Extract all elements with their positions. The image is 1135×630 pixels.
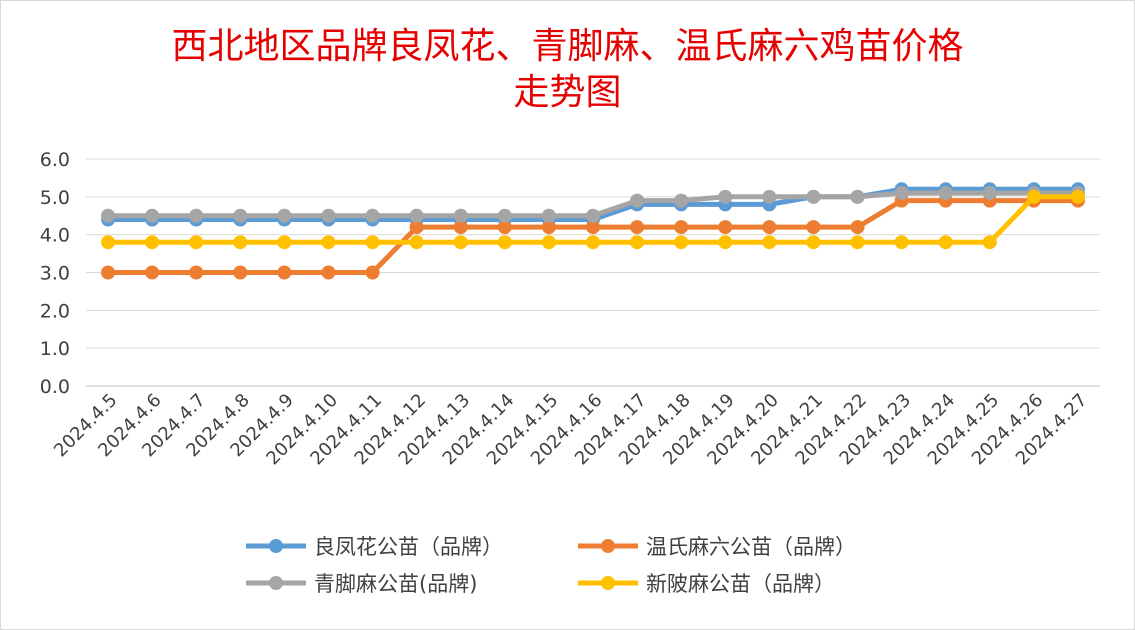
data-point xyxy=(233,265,248,280)
data-point xyxy=(982,235,997,250)
data-point xyxy=(365,208,380,223)
data-point xyxy=(586,208,600,223)
y-tick-label: 0.0 xyxy=(40,376,70,398)
data-point xyxy=(453,208,468,223)
series-4 xyxy=(101,189,1085,250)
data-point xyxy=(409,235,424,250)
data-point xyxy=(806,189,821,204)
data-point xyxy=(145,235,160,250)
data-point xyxy=(321,208,336,223)
y-tick-label: 2.0 xyxy=(40,300,70,322)
data-point xyxy=(718,235,733,250)
legend-item-2: 温氏麻六公苗（品牌） xyxy=(578,535,856,559)
data-point xyxy=(321,265,336,280)
data-point xyxy=(277,265,292,280)
y-axis-ticks: 0.0 1.0 2.0 3.0 4.0 5.0 6.0 xyxy=(40,149,70,398)
data-point xyxy=(762,189,777,204)
legend-label: 温氏麻六公苗（品牌） xyxy=(646,535,856,559)
data-point xyxy=(894,186,909,201)
y-tick-label: 3.0 xyxy=(40,263,70,285)
data-point xyxy=(894,235,909,250)
data-point xyxy=(674,220,689,235)
data-point xyxy=(101,208,116,223)
legend-marker xyxy=(269,539,283,553)
data-point xyxy=(233,235,248,250)
data-point xyxy=(233,208,248,223)
y-tick-label: 5.0 xyxy=(40,187,70,209)
data-point xyxy=(762,220,777,235)
series-2 xyxy=(101,193,1085,280)
chart-title-line-1: 西北地区品牌良凤花、青脚麻、温氏麻六鸡苗价格 xyxy=(171,26,964,67)
data-point xyxy=(541,235,556,250)
data-point xyxy=(1026,189,1041,204)
data-point xyxy=(850,220,865,235)
legend-marker xyxy=(601,539,615,553)
data-point xyxy=(806,235,821,250)
data-point xyxy=(718,189,733,204)
data-point xyxy=(189,265,204,280)
y-tick-label: 6.0 xyxy=(40,149,70,171)
data-point xyxy=(674,235,689,250)
data-point xyxy=(630,235,645,250)
y-tick-label: 4.0 xyxy=(40,225,70,247)
data-point xyxy=(189,208,204,223)
data-point xyxy=(453,220,468,235)
legend-marker xyxy=(269,576,283,590)
data-point xyxy=(321,235,336,250)
x-axis-ticks: 2024.4.52024.4.62024.4.72024.4.82024.4.9… xyxy=(50,390,1091,470)
data-point xyxy=(938,235,953,250)
data-point xyxy=(145,265,160,280)
data-point xyxy=(541,208,556,223)
data-point xyxy=(409,220,424,235)
data-point xyxy=(189,235,204,250)
data-point xyxy=(630,220,645,235)
chart-title: 西北地区品牌良凤花、青脚麻、温氏麻六鸡苗价格 走势图 xyxy=(0,24,1135,116)
series-3 xyxy=(101,186,1085,223)
legend-item-1: 良凤花公苗（品牌） xyxy=(246,535,503,559)
data-point xyxy=(938,186,953,201)
data-point xyxy=(453,235,468,250)
data-point xyxy=(806,220,821,235)
chart-title-line-2: 走势图 xyxy=(513,72,622,113)
data-point xyxy=(762,235,777,250)
data-point xyxy=(497,208,512,223)
data-point xyxy=(630,193,645,208)
data-point xyxy=(586,235,600,250)
data-point xyxy=(718,220,733,235)
data-point xyxy=(101,235,116,250)
data-point xyxy=(145,208,160,223)
data-point xyxy=(850,235,865,250)
data-point xyxy=(1070,189,1085,204)
legend-label: 新陂麻公苗（品牌） xyxy=(646,572,835,596)
data-point xyxy=(586,220,600,235)
y-tick-label: 1.0 xyxy=(40,338,70,360)
series-lines xyxy=(101,182,1085,280)
data-point xyxy=(497,235,512,250)
legend-item-3: 青脚麻公苗(品牌) xyxy=(246,572,477,596)
legend-label: 青脚麻公苗(品牌) xyxy=(314,572,477,596)
data-point xyxy=(409,208,424,223)
legend: 良凤花公苗（品牌） 温氏麻六公苗（品牌） 青脚麻公苗(品牌) 新陂麻公苗（品牌） xyxy=(246,535,856,596)
data-point xyxy=(277,208,292,223)
legend-label: 良凤花公苗（品牌） xyxy=(314,535,503,559)
data-point xyxy=(365,265,380,280)
data-point xyxy=(101,265,116,280)
data-point xyxy=(541,220,556,235)
data-point xyxy=(365,235,380,250)
legend-item-4: 新陂麻公苗（品牌） xyxy=(578,572,835,596)
data-point xyxy=(982,186,997,201)
data-point xyxy=(850,189,865,204)
legend-marker xyxy=(601,576,615,590)
data-point xyxy=(277,235,292,250)
data-point xyxy=(497,220,512,235)
data-point xyxy=(674,193,689,208)
